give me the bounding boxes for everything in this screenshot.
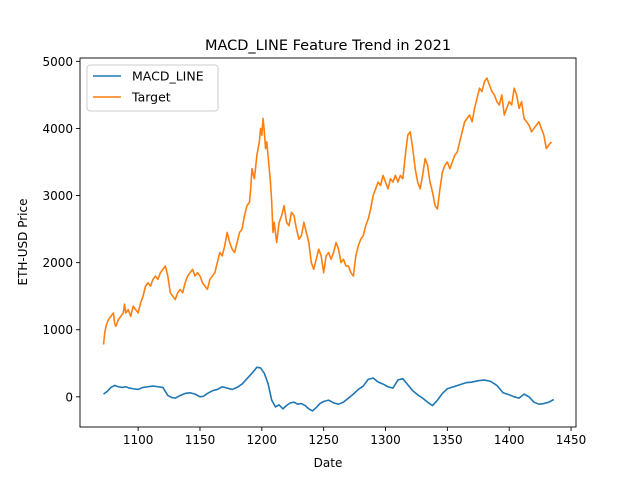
x-tick-label: 1150: [185, 433, 216, 447]
chart-title: MACD_LINE Feature Trend in 2021: [205, 38, 451, 54]
legend-label-target: Target: [131, 90, 171, 105]
y-tick-label: 5000: [42, 55, 73, 69]
plot-frame: [79, 57, 577, 428]
y-tick-label: 0: [65, 390, 73, 404]
target-line-series: [102, 77, 552, 345]
series-lines-layer: [102, 77, 555, 412]
macd-line-series: [103, 366, 555, 412]
x-tick-label: 1250: [308, 433, 339, 447]
y-axis-ticks: 0 1000 2000 3000 4000 5000: [42, 55, 80, 404]
plot-background: [80, 58, 576, 427]
x-tick-label: 1100: [123, 433, 154, 447]
x-tick-label: 1300: [370, 433, 401, 447]
x-axis-label: Date: [314, 456, 343, 470]
x-tick-label: 1350: [432, 433, 463, 447]
legend-label-macd: MACD_LINE: [132, 69, 204, 84]
y-axis-label: ETH-USD Price: [16, 199, 30, 286]
plot-area: [79, 57, 577, 428]
x-tick-label: 1200: [247, 433, 278, 447]
x-tick-label: 1450: [556, 433, 587, 447]
x-tick-label: 1400: [494, 433, 525, 447]
y-tick-label: 3000: [42, 189, 73, 203]
x-axis-ticks: 1100 1150 1200 1250 1300 1350 1400 1450: [123, 427, 586, 447]
legend: MACD_LINE Target: [86, 64, 219, 112]
y-tick-label: 2000: [42, 256, 73, 270]
y-tick-label: 4000: [42, 122, 73, 136]
y-tick-label: 1000: [42, 323, 73, 337]
